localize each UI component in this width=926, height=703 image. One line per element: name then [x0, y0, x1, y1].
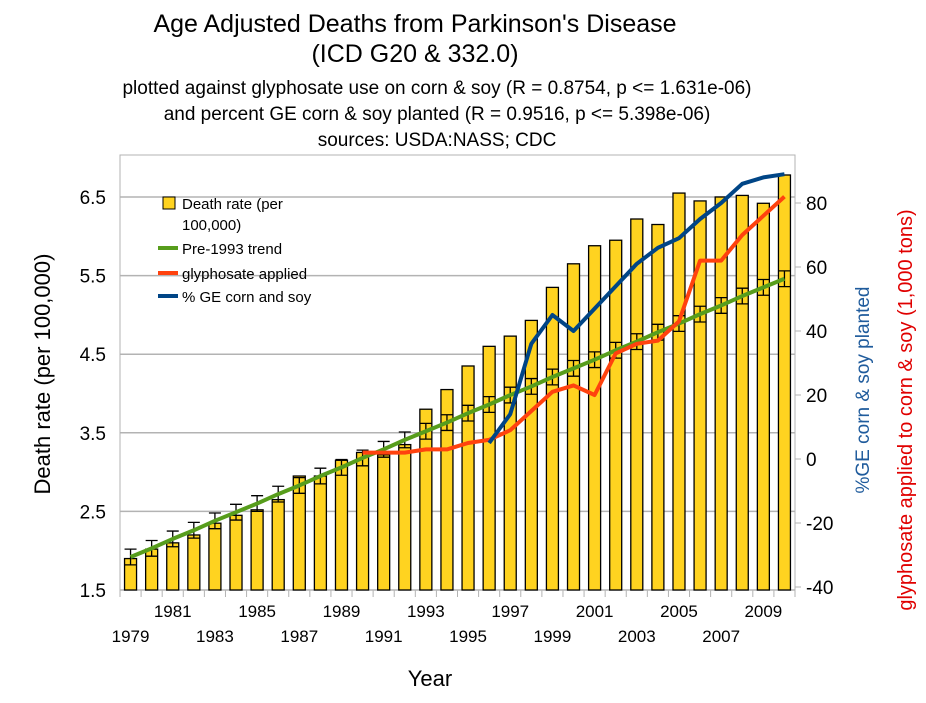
x-tick-label: 1999: [534, 627, 572, 646]
y-axis-title: Death rate (per 100,000): [30, 254, 55, 495]
x-tick-label: 1991: [365, 627, 403, 646]
bar: [587, 245, 602, 591]
bar: [398, 443, 412, 591]
chart-subtitle-1: plotted against glyphosate use on corn &…: [122, 78, 751, 99]
x-tick-label: 1997: [491, 602, 529, 621]
trend-line: [129, 276, 786, 559]
bar: [503, 335, 517, 591]
y2-tick-label: 20: [806, 386, 827, 407]
bar: [377, 454, 391, 591]
lines: [129, 172, 786, 559]
bar: [609, 239, 623, 591]
bar: [566, 263, 581, 591]
legend-label-ge: % GE corn and soy: [182, 289, 312, 306]
bar: [482, 345, 496, 591]
x-tick-label: 1983: [196, 627, 234, 646]
y2-axis-title-glyphosate: glyphosate applied to corn & soy (1,000 …: [895, 209, 917, 610]
x-tick-label: 1987: [280, 627, 318, 646]
bar: [334, 459, 349, 591]
y-tick-label: 4.5: [80, 345, 106, 366]
x-tick-label: 1979: [112, 627, 150, 646]
x-axis-title: Year: [408, 666, 452, 691]
y-tick-label: 3.5: [80, 424, 106, 445]
bar: [271, 498, 285, 591]
legend-swatch-death-rate: [162, 196, 176, 210]
glyphosate-line: [362, 195, 786, 455]
x-tick-label: 1981: [154, 602, 192, 621]
y2-tick-label: 60: [806, 258, 827, 279]
bars: [123, 174, 792, 591]
y2-tick-label: 40: [806, 322, 827, 343]
legend-label-death-rate-2: 100,000): [182, 217, 241, 234]
chart-title: Age Adjusted Deaths from Parkinson's Dis…: [153, 10, 676, 38]
bar: [756, 202, 771, 591]
y2-axis-title-ge: %GE corn & soy planted: [853, 287, 874, 494]
legend-label-glyphosate: glyphosate applied: [182, 266, 307, 283]
bar: [693, 200, 707, 591]
bar: [461, 365, 475, 591]
bar: [672, 192, 686, 591]
x-tick-label: 2003: [618, 627, 656, 646]
bar: [229, 514, 243, 591]
bar: [355, 451, 370, 591]
bar: [735, 194, 749, 591]
bar: [630, 218, 644, 591]
bar: [440, 388, 454, 591]
legend: Death rate (per 100,000) Pre-1993 trend …: [158, 196, 312, 306]
bar: [250, 509, 264, 591]
bar: [292, 475, 306, 591]
y2-tick-label: -40: [806, 578, 833, 599]
y2-tick-label: -20: [806, 514, 833, 535]
bar: [777, 174, 792, 591]
y2-tick-label: 80: [806, 194, 827, 215]
chart-subtitle-2: and percent GE corn & soy planted (R = 0…: [164, 104, 711, 125]
x-tick-label: 2009: [744, 602, 782, 621]
y2-tick-label: 0: [806, 450, 817, 471]
bar: [714, 196, 728, 591]
y-tick-label: 2.5: [80, 502, 106, 523]
x-tick-label: 2007: [702, 627, 740, 646]
y-tick-label: 1.5: [80, 581, 106, 602]
bar: [313, 475, 328, 591]
chart-title-line2: (ICD G20 & 332.0): [311, 40, 518, 68]
bar: [419, 408, 433, 591]
y-tick-label: 5.5: [80, 267, 106, 288]
x-tick-label: 1993: [407, 602, 445, 621]
bar: [545, 286, 560, 591]
bar: [166, 542, 180, 591]
chart-subtitle-3: sources: USDA:NASS; CDC: [318, 130, 557, 151]
ge-line: [487, 172, 785, 445]
axes: 1.52.53.54.55.56.5-40-200204060801979198…: [80, 188, 834, 646]
x-tick-label: 2001: [576, 602, 614, 621]
bar: [651, 223, 665, 591]
y-tick-label: 6.5: [80, 188, 106, 209]
legend-label-death-rate: Death rate (per: [182, 196, 283, 213]
legend-label-trend: Pre-1993 trend: [182, 241, 282, 258]
x-tick-label: 1989: [323, 602, 361, 621]
x-tick-label: 2005: [660, 602, 698, 621]
x-tick-label: 1995: [449, 627, 487, 646]
x-tick-label: 1985: [238, 602, 276, 621]
bar: [208, 522, 222, 591]
bar: [187, 534, 201, 591]
